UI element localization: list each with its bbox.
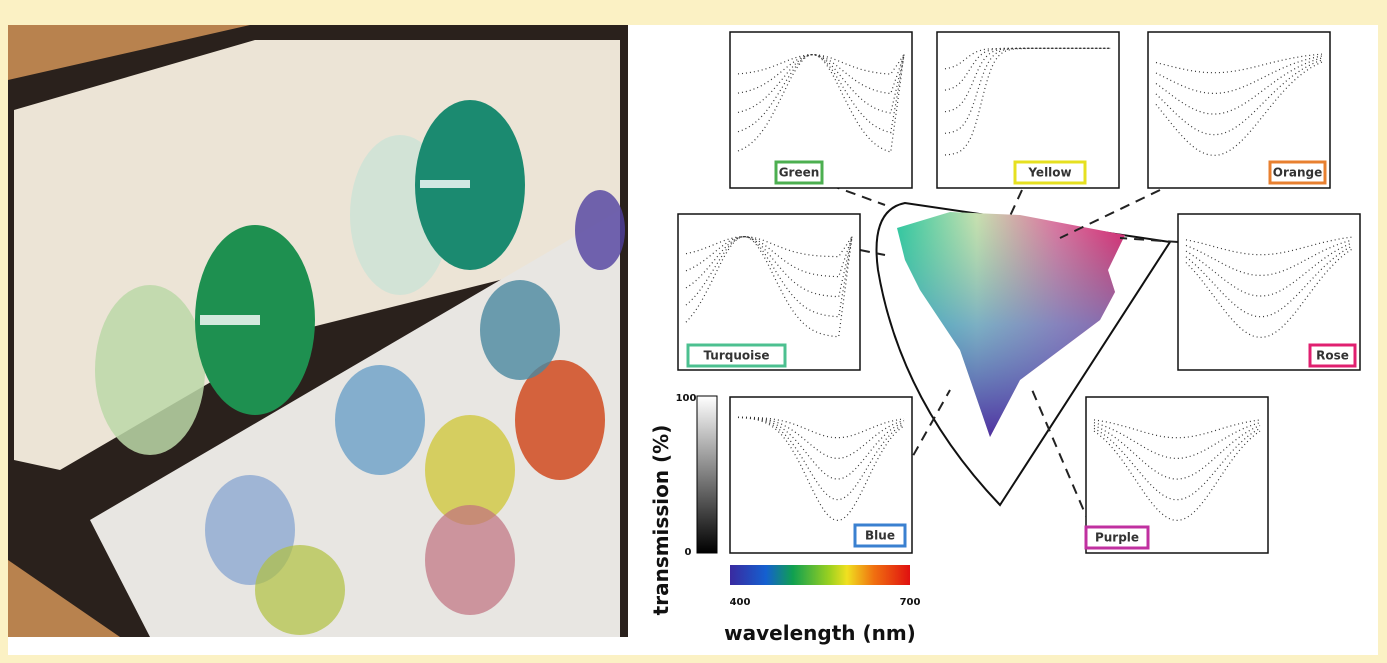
curve [1185, 236, 1353, 256]
label-box [1013, 160, 1087, 185]
x-left-label: 400 [730, 597, 751, 608]
label-box [853, 523, 907, 548]
gamut-shade [897, 212, 1125, 437]
curve [737, 416, 905, 501]
curve [1093, 422, 1261, 460]
panel-label: Green [779, 166, 820, 180]
label-box [1268, 160, 1327, 185]
curve [737, 54, 905, 134]
curve [1155, 55, 1323, 94]
x-right-label: 700 [900, 597, 921, 608]
label-box [686, 343, 787, 368]
label-box [1308, 343, 1357, 368]
curve [1155, 53, 1323, 74]
curve [944, 47, 1111, 134]
curve [1093, 419, 1261, 439]
curve [1185, 248, 1353, 338]
curve [1093, 430, 1261, 522]
curve [1093, 427, 1261, 501]
curve [944, 47, 1111, 113]
curve [1155, 57, 1323, 115]
curve [1093, 424, 1261, 480]
grayscale-bar [696, 395, 718, 554]
label-box [1084, 525, 1150, 550]
curve [685, 236, 853, 278]
y-bottom-label: 0 [685, 547, 692, 558]
curve [737, 416, 905, 522]
label-box [774, 160, 824, 185]
gamut-outline [875, 201, 1172, 507]
y-top-label: 100 [676, 393, 697, 404]
y-axis-label: transmission (%) [649, 425, 673, 616]
panel-label: Blue [865, 529, 895, 543]
spectrum-bar [730, 565, 910, 585]
panel-label: Turquoise [703, 349, 769, 363]
curve [737, 416, 905, 480]
x-axis-label: wavelength (nm) [724, 621, 916, 645]
curve [685, 236, 853, 338]
panel-label: Orange [1273, 166, 1323, 180]
panel-label: Yellow [1027, 166, 1071, 180]
panel-label: Purple [1095, 531, 1139, 545]
panel-label: Rose [1316, 349, 1349, 363]
curve [1185, 242, 1353, 297]
photo [8, 25, 628, 637]
curve [1185, 245, 1353, 318]
curve [737, 54, 905, 75]
